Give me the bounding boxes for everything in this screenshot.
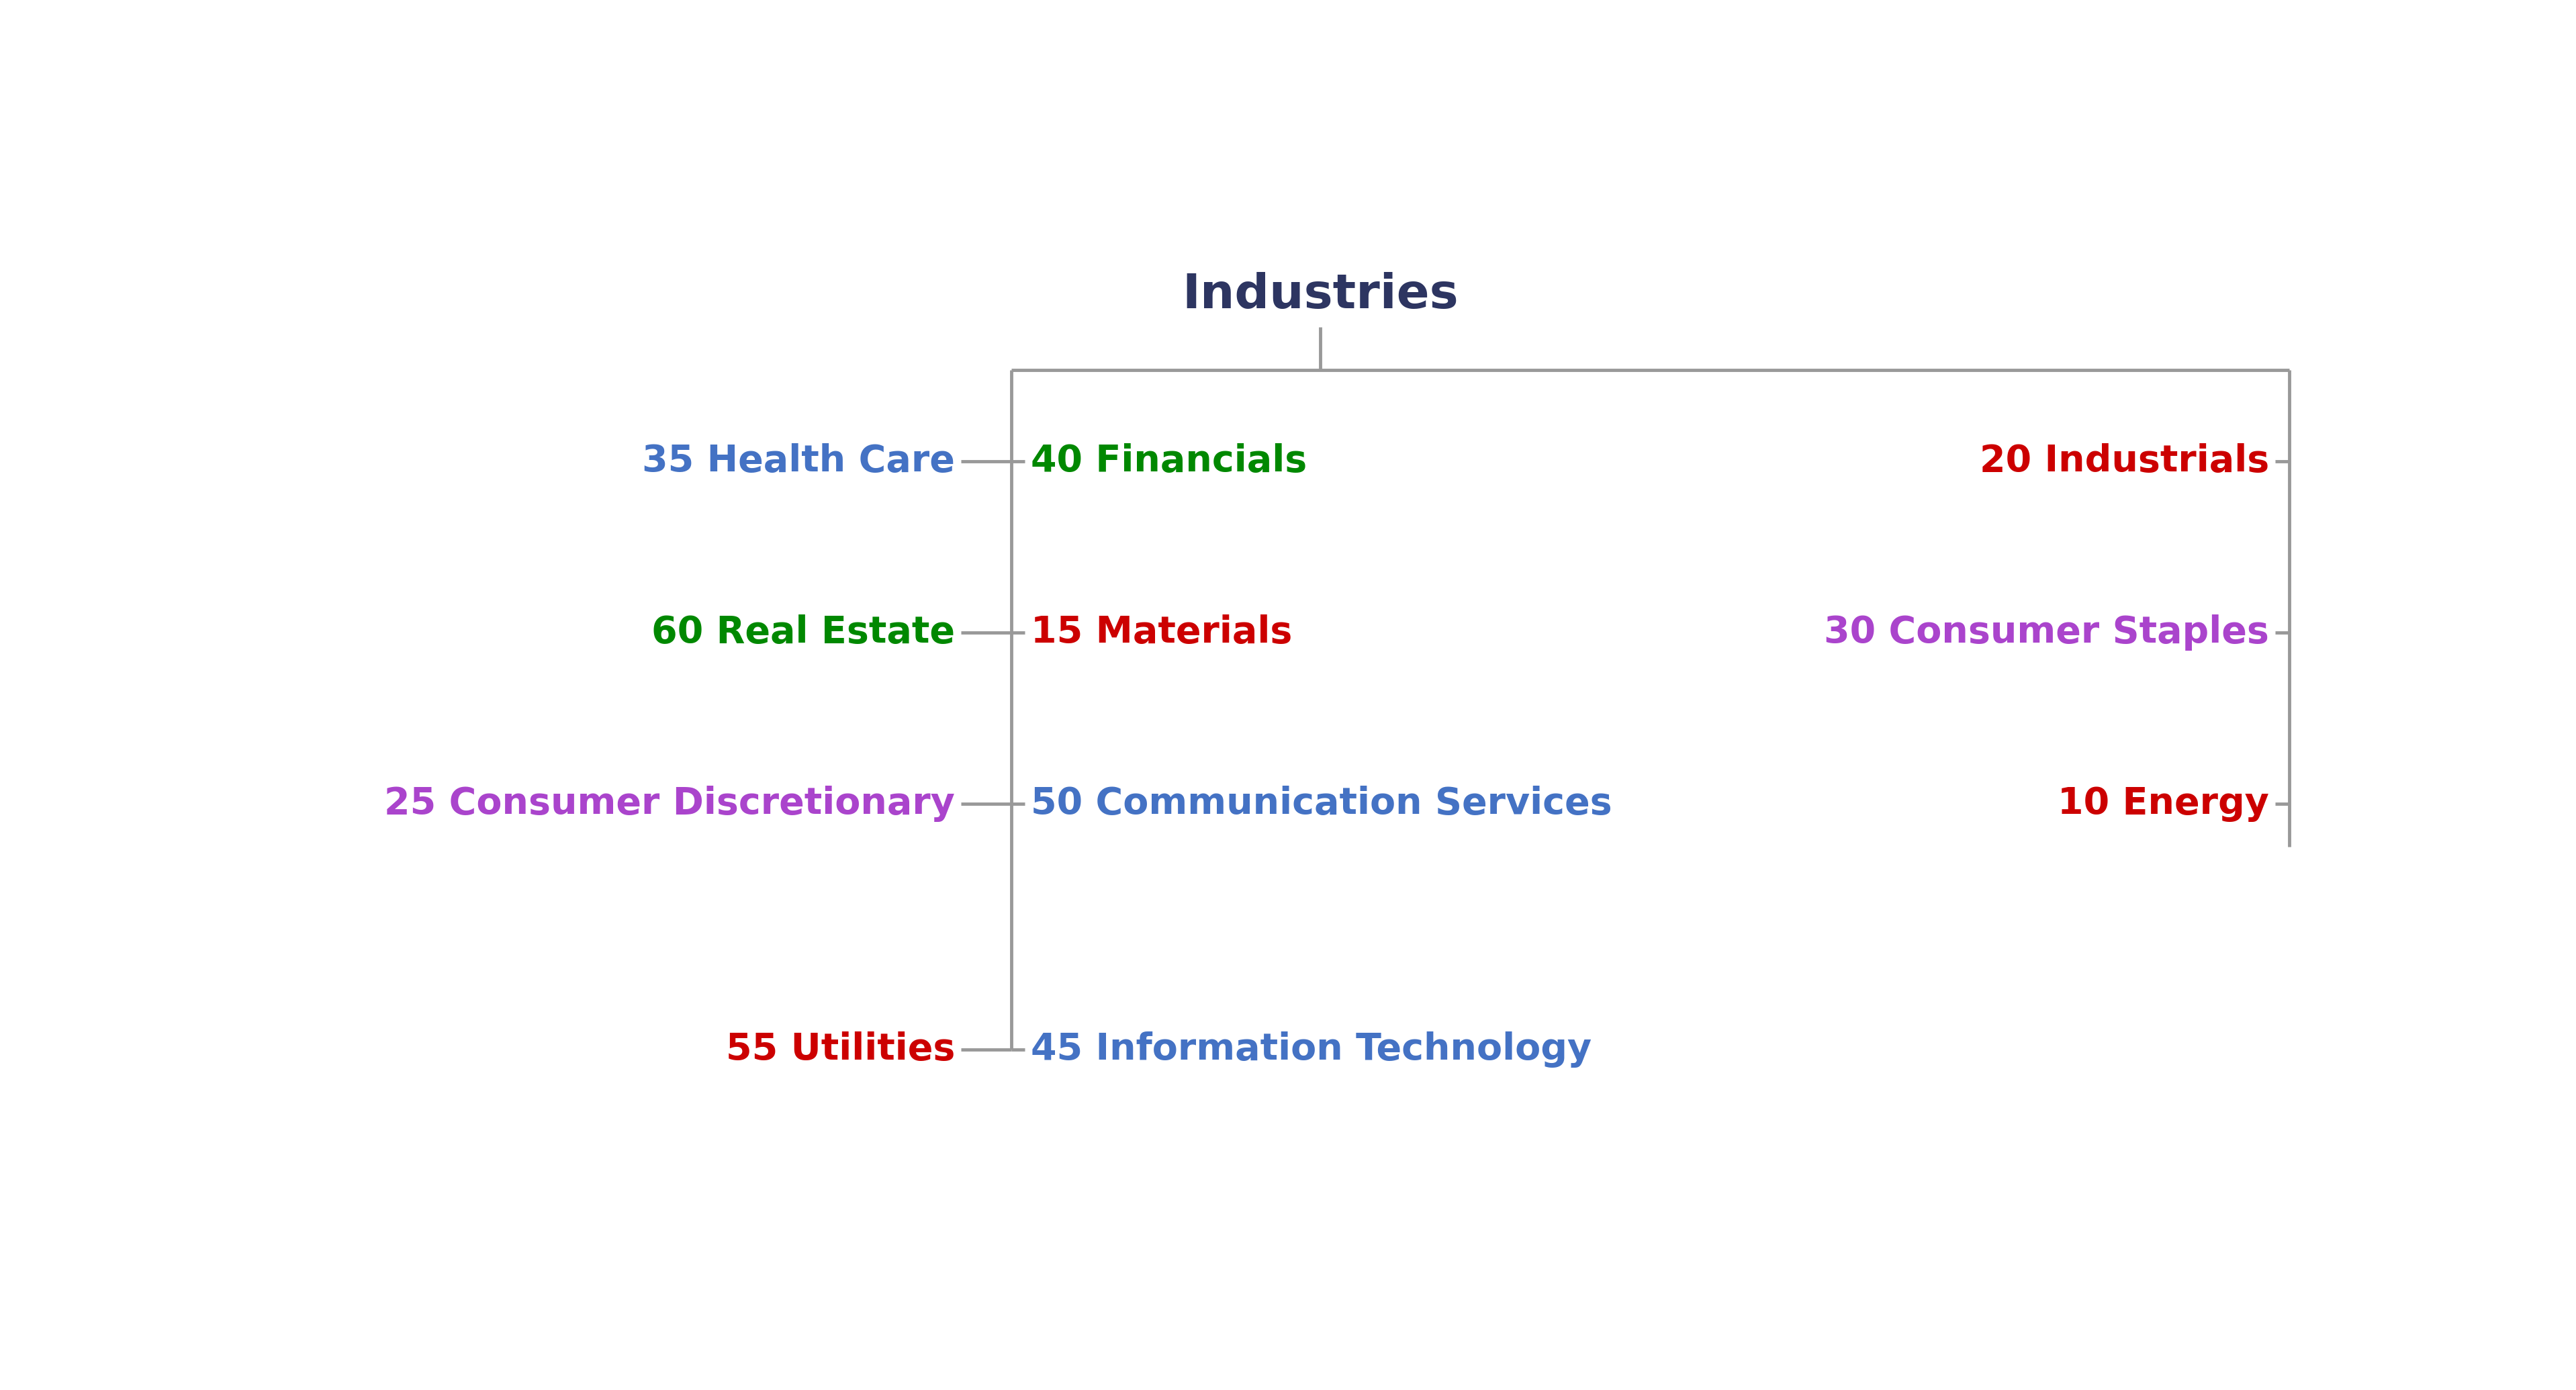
Text: 60 Real Estate: 60 Real Estate bbox=[652, 614, 956, 651]
Text: 10 Energy: 10 Energy bbox=[2058, 785, 2269, 821]
Text: 35 Health Care: 35 Health Care bbox=[641, 443, 956, 480]
Text: 55 Utilities: 55 Utilities bbox=[726, 1031, 956, 1068]
Text: 45 Information Technology: 45 Information Technology bbox=[1030, 1031, 1592, 1068]
Text: 15 Materials: 15 Materials bbox=[1030, 614, 1293, 651]
Text: 50 Communication Services: 50 Communication Services bbox=[1030, 785, 1613, 821]
Text: 40 Financials: 40 Financials bbox=[1030, 443, 1306, 480]
Text: 20 Industrials: 20 Industrials bbox=[1978, 443, 2269, 480]
Text: 25 Consumer Discretionary: 25 Consumer Discretionary bbox=[384, 785, 956, 821]
Text: 30 Consumer Staples: 30 Consumer Staples bbox=[1824, 614, 2269, 651]
Text: Industries: Industries bbox=[1182, 272, 1458, 318]
